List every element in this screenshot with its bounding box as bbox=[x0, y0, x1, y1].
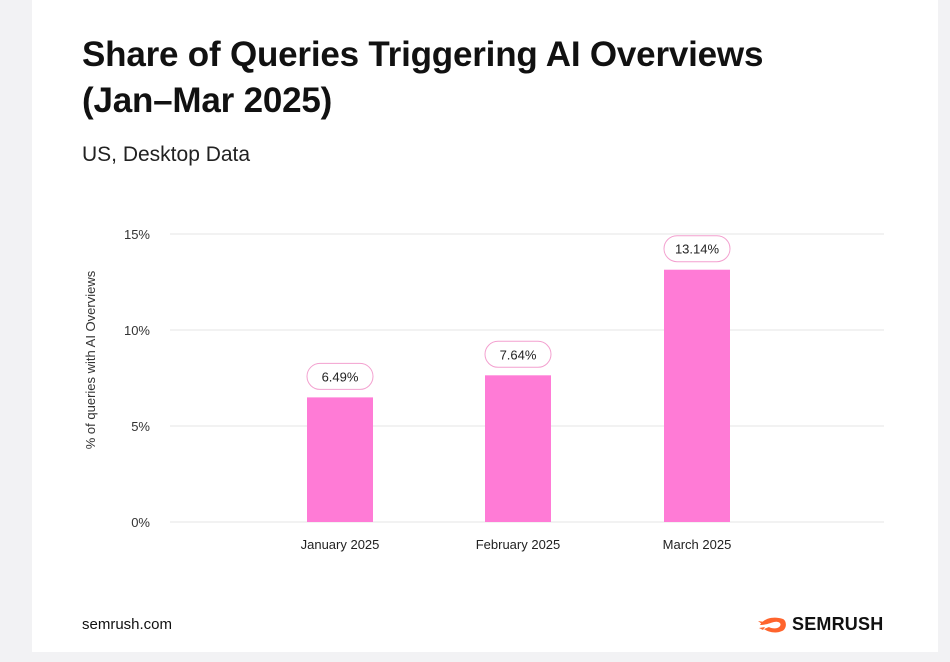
data-label: 13.14% bbox=[675, 242, 720, 257]
x-tick-label: January 2025 bbox=[301, 537, 380, 552]
y-tick-label: 10% bbox=[124, 323, 150, 338]
source-url: semrush.com bbox=[82, 616, 172, 633]
y-tick-label: 15% bbox=[124, 227, 150, 242]
bar bbox=[307, 397, 373, 522]
bar-chart: 0% 5% 10% 15% % of queries with AI Overview… bbox=[0, 0, 950, 662]
y-axis-label: % of queries with AI Overviews bbox=[83, 270, 98, 449]
x-axis-ticks: January 2025 February 2025 March 2025 bbox=[301, 537, 732, 552]
semrush-flame-icon bbox=[758, 615, 788, 635]
x-tick-label: February 2025 bbox=[476, 537, 561, 552]
data-label: 6.49% bbox=[322, 369, 359, 384]
bar bbox=[664, 270, 730, 522]
brand-name: SEMRUSH bbox=[792, 614, 883, 635]
x-tick-label: March 2025 bbox=[663, 537, 732, 552]
data-label: 7.64% bbox=[500, 347, 537, 362]
y-axis-ticks: 0% 5% 10% 15% bbox=[124, 227, 150, 530]
y-tick-label: 0% bbox=[131, 515, 150, 530]
semrush-logo: SEMRUSH bbox=[758, 614, 883, 635]
y-tick-label: 5% bbox=[131, 419, 150, 434]
bars bbox=[307, 270, 730, 522]
bar bbox=[485, 375, 551, 522]
